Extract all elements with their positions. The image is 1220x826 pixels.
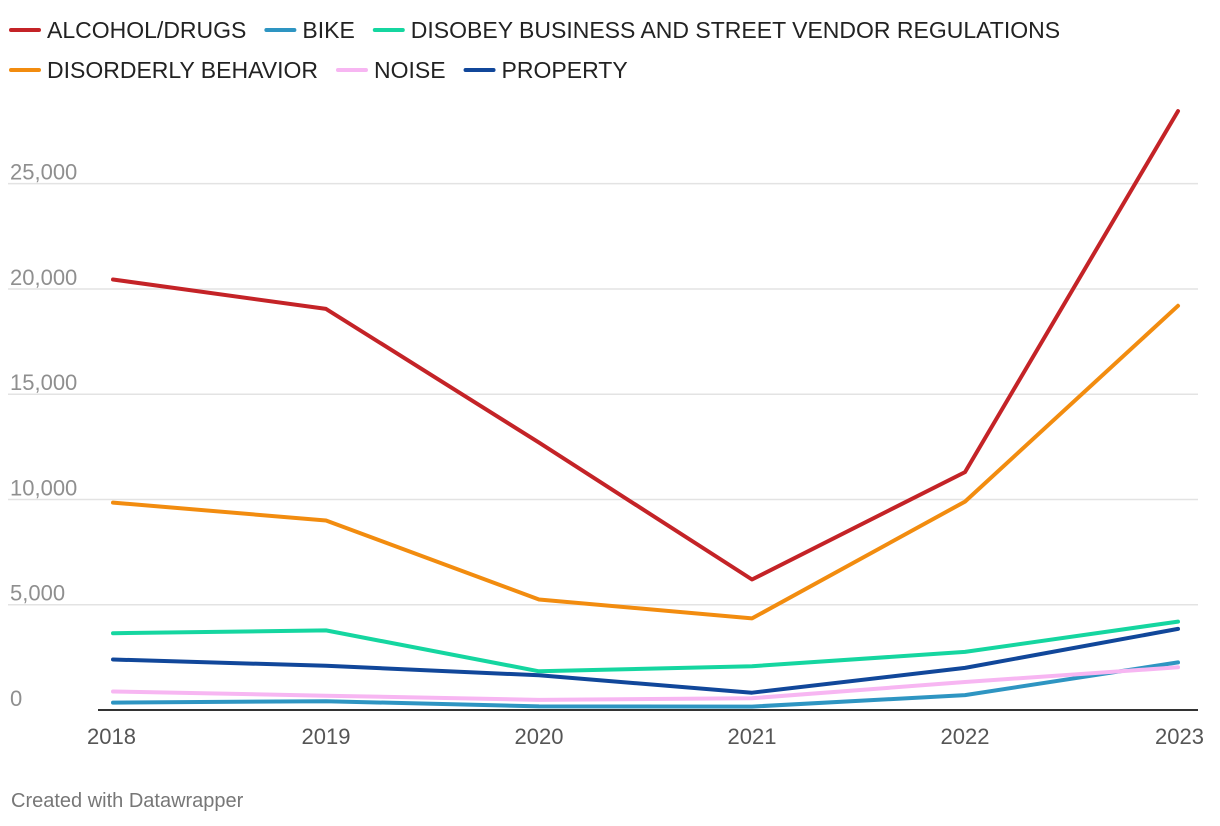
series-line-disorderly-behavior [111, 303, 1180, 621]
legend-label: DISOBEY BUSINESS AND STREET VENDOR REGUL… [411, 17, 1060, 43]
y-tick-label: 25,000 [10, 160, 77, 185]
x-tick-label: 2019 [302, 724, 351, 749]
gridlines [8, 182, 1198, 606]
y-tick-label: 20,000 [10, 265, 77, 290]
legend-item-noise: NOISE [335, 57, 446, 83]
legend: ALCOHOL/DRUGS BIKE DISOBEY BUSINESS AND ST… [9, 17, 1060, 83]
series-line-disobey-business-and-street-vendor-regulations [111, 619, 1180, 674]
y-tick-label: 0 [10, 686, 22, 711]
y-tick-label: 5,000 [10, 581, 65, 606]
legend-label: ALCOHOL/DRUGS [47, 17, 246, 43]
y-tick-label: 15,000 [10, 370, 77, 395]
legend-item-disobey-business-and-street-vendor-regulations: DISOBEY BUSINESS AND STREET VENDOR REGUL… [372, 17, 1060, 43]
legend-item-bike: BIKE [264, 17, 355, 43]
series-line-bike [111, 660, 1180, 709]
x-tick-label: 2018 [87, 724, 136, 749]
x-tick-label: 2023 [1155, 724, 1204, 749]
y-tick-label: 10,000 [10, 475, 77, 500]
y-axis: 0 5,000 10,000 15,000 20,000 25,000 [10, 160, 77, 711]
x-tick-label: 2022 [941, 724, 990, 749]
series-line-noise [111, 665, 1180, 702]
legend-label: BIKE [302, 17, 354, 43]
legend-item-alcohol-drugs: ALCOHOL/DRUGS [9, 17, 246, 43]
legend-label: DISORDERLY BEHAVIOR [47, 57, 318, 83]
legend-label: NOISE [374, 57, 446, 83]
series-lines [111, 109, 1180, 709]
series-line-property [111, 626, 1180, 695]
series-line-alcohol-drugs [111, 109, 1180, 582]
legend-label: PROPERTY [502, 57, 628, 83]
x-tick-label: 2020 [515, 724, 564, 749]
legend-item-property: PROPERTY [463, 57, 628, 83]
footer-credit: Created with Datawrapper [11, 790, 244, 812]
legend-item-disorderly-behavior: DISORDERLY BEHAVIOR [9, 57, 318, 83]
x-axis: 2018 2019 2020 2021 2022 2023 [87, 724, 1204, 749]
x-tick-label: 2021 [728, 724, 777, 749]
